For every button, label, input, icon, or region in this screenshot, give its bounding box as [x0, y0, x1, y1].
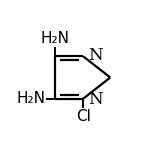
Text: N: N — [88, 47, 103, 64]
Text: H₂N: H₂N — [41, 31, 70, 46]
Text: N: N — [88, 91, 103, 108]
Text: H₂N: H₂N — [16, 91, 45, 106]
Text: Cl: Cl — [76, 109, 91, 124]
